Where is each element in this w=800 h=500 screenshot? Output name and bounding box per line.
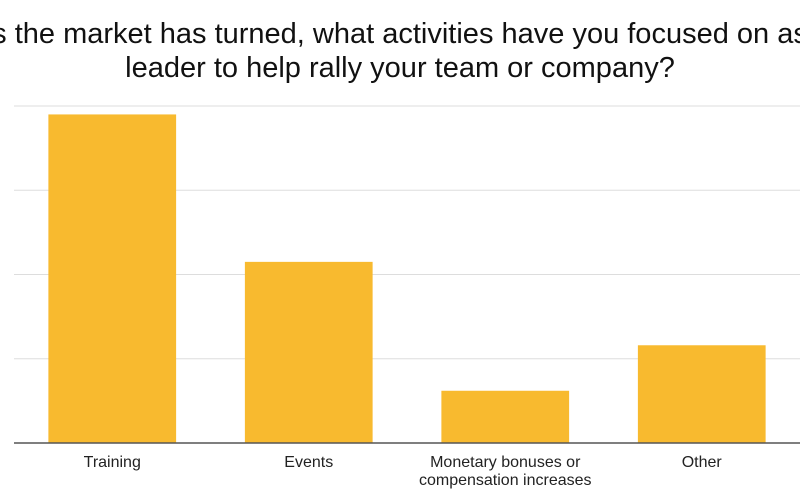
category-labels: Training Events Monetary bonuses orcompens…: [84, 454, 723, 489]
chart-title-line-1: s the market has turned, what activities…: [0, 18, 800, 50]
bar: [441, 390, 570, 443]
category-label: Events: [284, 454, 333, 471]
bar: [637, 345, 766, 443]
category-label: compensation increases: [419, 472, 592, 489]
category-label: Training: [84, 454, 141, 471]
category-label: Monetary bonuses or: [430, 454, 581, 471]
bar: [244, 261, 373, 443]
bar: [48, 114, 177, 444]
bars: [48, 114, 766, 444]
chart-title-line-2: leader to help rally your team or compan…: [125, 52, 675, 84]
category-label: Other: [682, 454, 723, 471]
